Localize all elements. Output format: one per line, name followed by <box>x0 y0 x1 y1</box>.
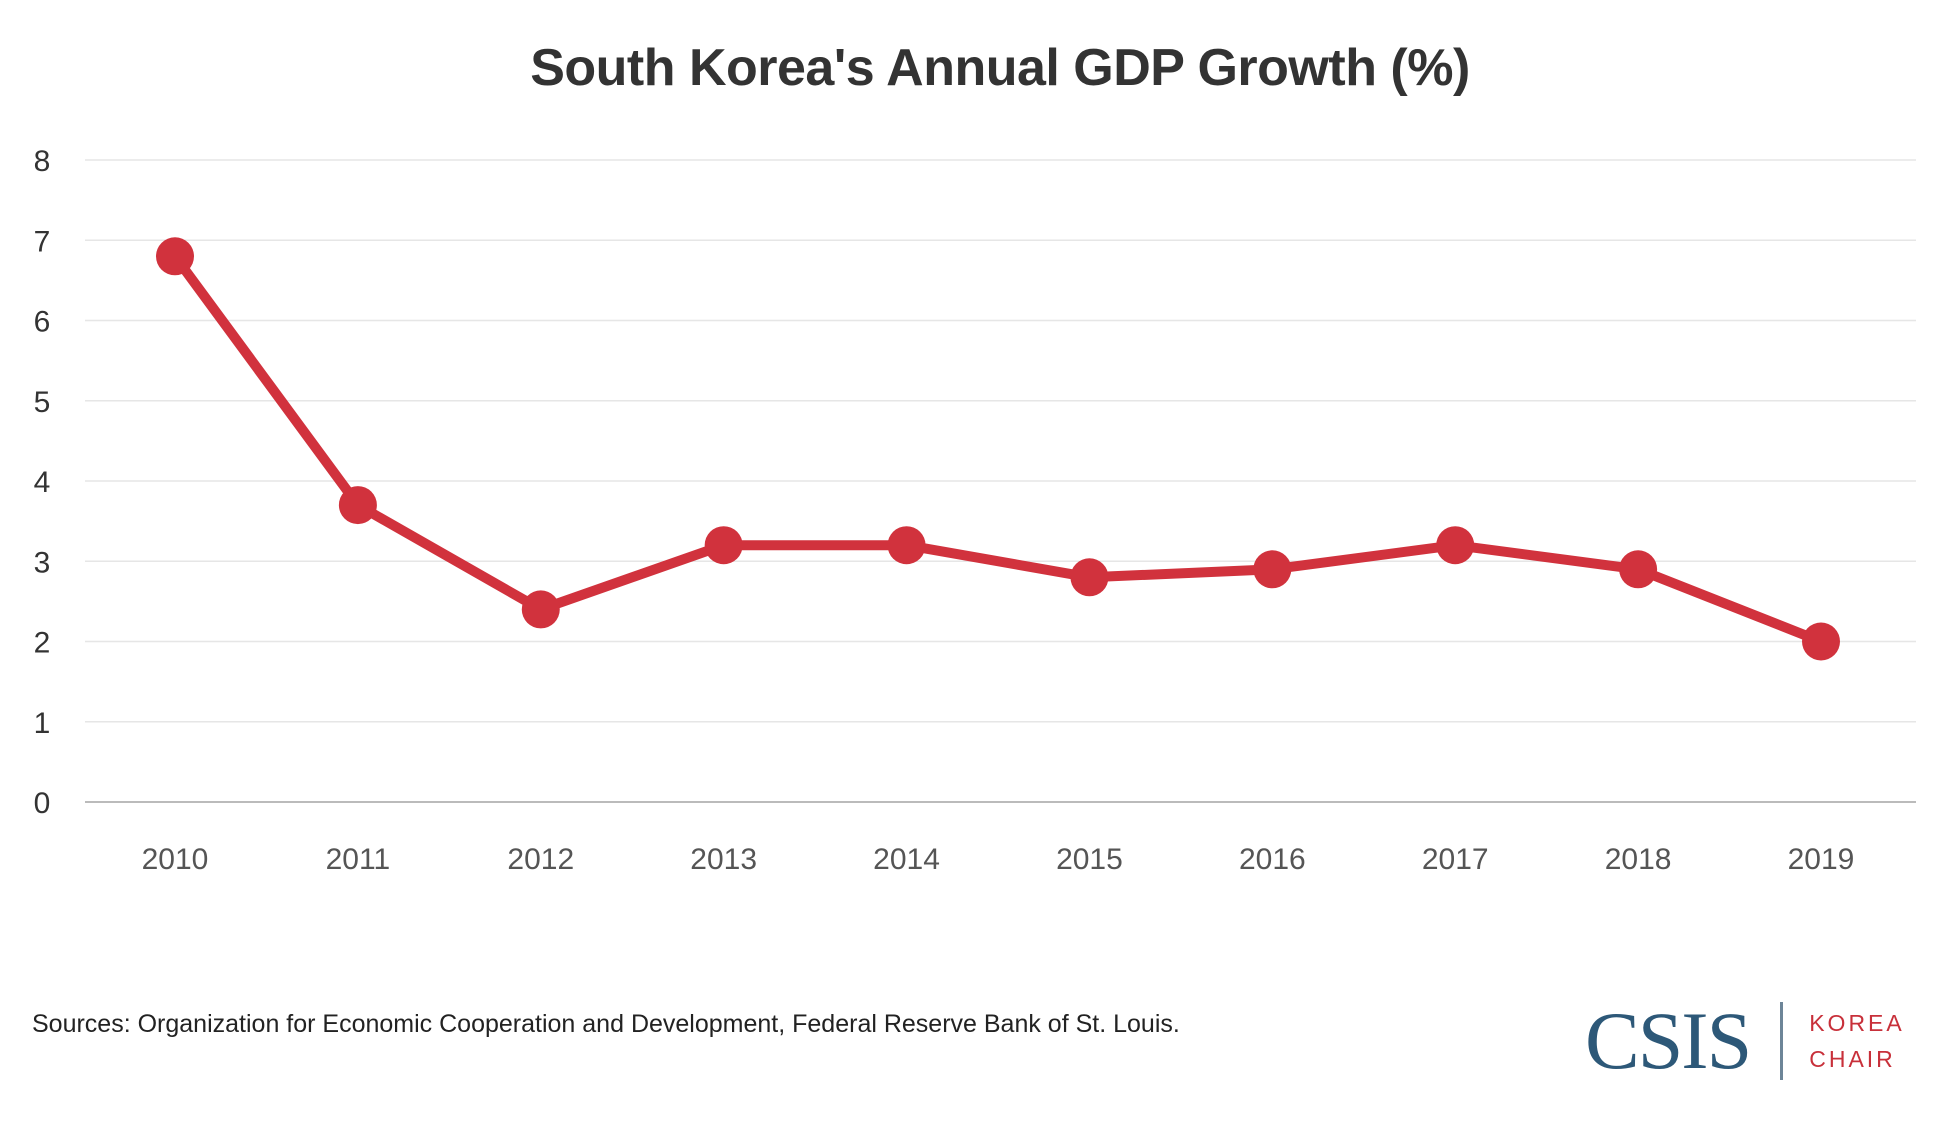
data-point-2016 <box>1253 550 1292 589</box>
y-tick-label: 6 <box>34 306 51 339</box>
logo-unit: KOREA CHAIR <box>1809 1005 1905 1077</box>
x-tick-label: 2015 <box>1056 843 1123 876</box>
x-tick-label: 2011 <box>326 843 391 876</box>
series-gdp-growth <box>156 237 1840 661</box>
x-axis-ticks: 2010 2011 2012 2013 2014 2015 2016 2017 2018 2019 <box>142 843 1855 876</box>
csis-korea-chair-logo: CSIS KOREA CHAIR <box>1585 995 1905 1087</box>
x-tick-label: 2019 <box>1788 843 1855 876</box>
gridlines <box>85 159 1916 803</box>
y-tick-label: 1 <box>34 707 51 740</box>
data-point-2010 <box>156 237 194 276</box>
chart-title: South Korea's Annual GDP Growth (%) <box>530 39 1470 97</box>
y-tick-label: 5 <box>34 386 51 419</box>
y-tick-label: 0 <box>34 787 51 820</box>
data-point-2015 <box>1070 558 1109 597</box>
sources-note: Sources: Organization for Economic Coope… <box>32 1010 1180 1038</box>
y-tick-label: 2 <box>34 627 51 660</box>
x-tick-label: 2017 <box>1422 843 1489 876</box>
y-tick-label: 3 <box>34 546 51 579</box>
x-tick-label: 2016 <box>1239 843 1306 876</box>
data-point-2013 <box>704 526 743 565</box>
x-tick-label: 2014 <box>873 843 940 876</box>
x-tick-label: 2018 <box>1605 843 1672 876</box>
logo-divider <box>1780 1002 1784 1080</box>
data-point-2011 <box>338 486 377 525</box>
x-tick-label: 2012 <box>507 843 574 876</box>
data-point-2017 <box>1436 526 1475 565</box>
logo-unit-line1: KOREA <box>1809 1010 1905 1036</box>
data-point-2014 <box>887 526 926 565</box>
y-tick-label: 8 <box>34 145 51 178</box>
logo-org: CSIS <box>1585 995 1752 1086</box>
x-tick-label: 2010 <box>142 843 209 876</box>
y-axis-ticks: 0 1 2 3 4 5 6 7 8 <box>34 145 51 820</box>
x-tick-label: 2013 <box>690 843 757 876</box>
data-point-2019 <box>1802 622 1840 661</box>
y-tick-label: 4 <box>34 466 51 499</box>
data-point-2018 <box>1619 550 1658 589</box>
logo-unit-line2: CHAIR <box>1809 1046 1896 1072</box>
y-tick-label: 7 <box>34 225 51 258</box>
data-point-2012 <box>521 590 560 629</box>
series-line <box>170 251 1826 647</box>
